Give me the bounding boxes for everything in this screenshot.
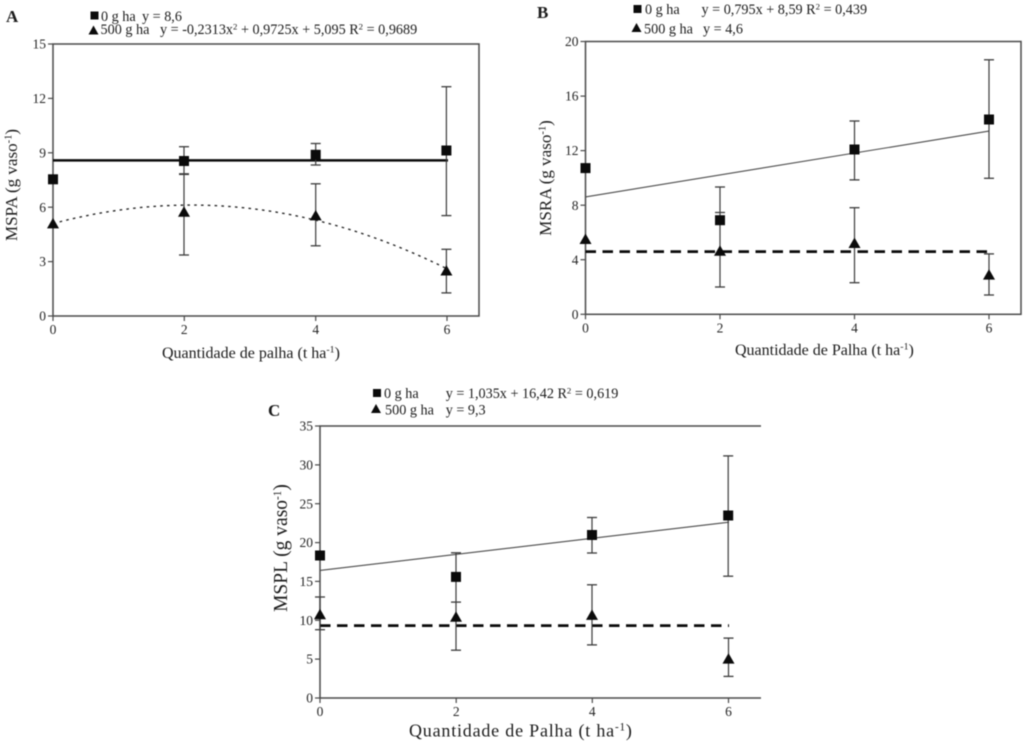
svg-text:15: 15: [300, 574, 314, 589]
svg-text:A: A: [6, 7, 19, 26]
svg-text:MSPA (g vaso-1​): MSPA (g vaso-1​): [2, 129, 21, 241]
svg-text:6: 6: [444, 322, 451, 337]
svg-text:35: 35: [300, 419, 314, 434]
svg-text:Quantidade de Palha (t ha-1​): Quantidade de Palha (t ha-1​): [735, 342, 914, 359]
svg-text:12: 12: [33, 91, 47, 106]
svg-text:0: 0: [572, 307, 579, 322]
svg-text:0: 0: [306, 691, 313, 706]
svg-text:6: 6: [725, 704, 732, 719]
svg-text:8: 8: [572, 198, 579, 213]
svg-text:2: 2: [717, 320, 724, 335]
svg-text:0: 0: [39, 309, 46, 324]
svg-text:10: 10: [300, 613, 314, 628]
svg-text:12: 12: [565, 143, 579, 158]
svg-text:4: 4: [312, 322, 319, 337]
svg-text:3: 3: [39, 254, 46, 269]
svg-text:30: 30: [300, 458, 314, 473]
svg-text:Quantidade de Palha (t ha-1​): Quantidade de Palha (t ha-1​): [409, 721, 633, 742]
svg-text:y = 8,6: y = 8,6: [142, 9, 182, 25]
svg-text:500 g ha: 500 g ha: [644, 22, 694, 38]
svg-text:y = 0,795x + 8,59 R2​ = 0,439: y = 0,795x + 8,59 R2​ = 0,439: [702, 1, 868, 18]
svg-text:MSRA (g vaso-1​): MSRA (g vaso-1​): [536, 120, 555, 236]
svg-text:2: 2: [453, 704, 460, 719]
svg-text:20: 20: [565, 34, 579, 49]
svg-text:2: 2: [181, 322, 188, 337]
svg-text:B: B: [537, 3, 548, 22]
svg-text:y = 9,3: y = 9,3: [446, 403, 486, 419]
svg-text:4: 4: [572, 252, 579, 267]
svg-text:y = -0,2313x2​ + 0,9725x + 5,0: y = -0,2313x2​ + 0,9725x + 5,095 R2​ = 0…: [160, 21, 417, 38]
svg-text:Quantidade de palha (t ha-1​): Quantidade de palha (t ha-1​): [162, 345, 340, 362]
svg-text:500 g ha: 500 g ha: [101, 22, 151, 38]
svg-text:4: 4: [589, 704, 596, 719]
svg-text:y = 4,6: y = 4,6: [703, 22, 743, 38]
svg-text:0 g ha: 0 g ha: [101, 9, 136, 25]
svg-text:15: 15: [33, 37, 47, 52]
svg-text:6: 6: [39, 200, 46, 215]
svg-text:4: 4: [851, 320, 858, 335]
svg-text:0: 0: [50, 322, 57, 337]
svg-text:0: 0: [582, 320, 589, 335]
svg-text:MSPL (g vaso-1​): MSPL (g vaso-1​): [271, 484, 292, 612]
svg-text:20: 20: [300, 535, 314, 550]
svg-text:16: 16: [565, 89, 579, 104]
svg-text:y = 1,035x + 16,42 R2​ = 0,619: y = 1,035x + 16,42 R2​ = 0,619: [446, 385, 619, 402]
svg-text:0: 0: [317, 704, 324, 719]
svg-text:5: 5: [306, 652, 313, 667]
svg-text:25: 25: [300, 496, 314, 511]
svg-text:6: 6: [986, 320, 993, 335]
svg-text:9: 9: [39, 145, 46, 160]
svg-text:0 g ha: 0 g ha: [645, 2, 680, 18]
svg-text:0 g ha: 0 g ha: [384, 386, 419, 402]
svg-text:500 g ha: 500 g ha: [385, 403, 435, 419]
svg-text:C: C: [268, 401, 280, 420]
